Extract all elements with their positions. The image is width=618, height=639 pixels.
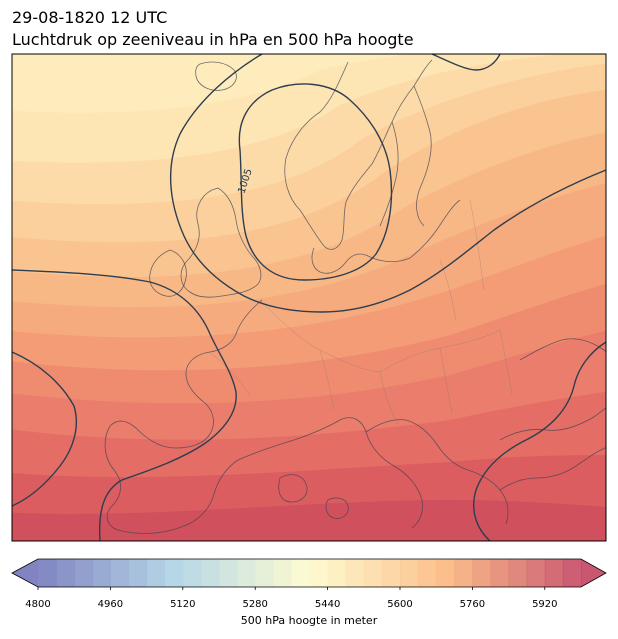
colorbar-segment <box>508 559 528 587</box>
map-title-description: Luchtdruk op zeeniveau in hPa en 500 hPa… <box>12 30 414 49</box>
colorbar-segment <box>418 559 437 587</box>
colorbar-tick-label: 5440 <box>314 599 341 610</box>
country-borders <box>209 199 513 425</box>
colorbar-segment <box>110 559 129 587</box>
colorbar-tick-label: 5280 <box>242 599 268 610</box>
colorbar-tick-label: 5120 <box>170 599 196 610</box>
colorbar-tick-label: 5600 <box>387 599 413 610</box>
colorbar-segment <box>146 559 166 587</box>
colorbar-segment <box>526 559 546 587</box>
colorbar-tick-label: 5760 <box>459 599 486 610</box>
colorbar-segment <box>255 559 274 587</box>
isobar-1005 <box>238 83 393 281</box>
isobar <box>431 54 501 71</box>
colorbar-segment <box>400 559 419 587</box>
colorbar-outline <box>11 558 607 588</box>
isobar <box>12 269 237 541</box>
colorbar-segment <box>237 559 256 587</box>
isobar <box>472 341 606 541</box>
colorbar-tick-label: 4960 <box>97 599 124 610</box>
map-title-date: 29-08-1820 12 UTC <box>12 8 168 27</box>
colorbar-segment <box>219 559 238 587</box>
colorbar-label: 500 hPa hoogte in meter <box>240 614 378 627</box>
colorbar-segment <box>128 559 148 587</box>
colorbar-segment <box>291 559 310 587</box>
colorbar-segment <box>490 559 510 587</box>
isobar <box>169 54 606 313</box>
colorbar-segment <box>74 559 93 587</box>
colorbar-tick-label: 4800 <box>25 599 51 610</box>
colorbar-segment <box>544 559 564 587</box>
colorbar-segment <box>363 559 383 587</box>
isobar <box>12 351 77 507</box>
colorbar-segment <box>562 559 582 587</box>
colorbar-segment <box>273 559 292 587</box>
colorbar-segment <box>381 559 401 587</box>
colorbar <box>11 558 607 590</box>
colorbar-segment <box>38 559 57 587</box>
colorbar-segment <box>436 559 455 587</box>
height-band <box>12 54 412 113</box>
colorbar-extend-high <box>581 559 606 587</box>
colorbar-extend-low <box>12 559 38 587</box>
colorbar-tick-label: 5920 <box>532 599 558 610</box>
map-frame <box>11 53 607 542</box>
colorbar-segment <box>182 559 202 587</box>
colorbar-segment <box>309 559 329 587</box>
colorbar-segment <box>56 559 75 587</box>
isobars <box>12 54 606 541</box>
colorbar-segment <box>164 559 184 587</box>
colorbar-segment <box>472 559 491 587</box>
colorbar-segment <box>92 559 111 587</box>
colorbar-segment <box>454 559 473 587</box>
colorbar-segment <box>345 559 365 587</box>
colorbar-segment <box>327 559 347 587</box>
colorbar-segment <box>200 559 220 587</box>
